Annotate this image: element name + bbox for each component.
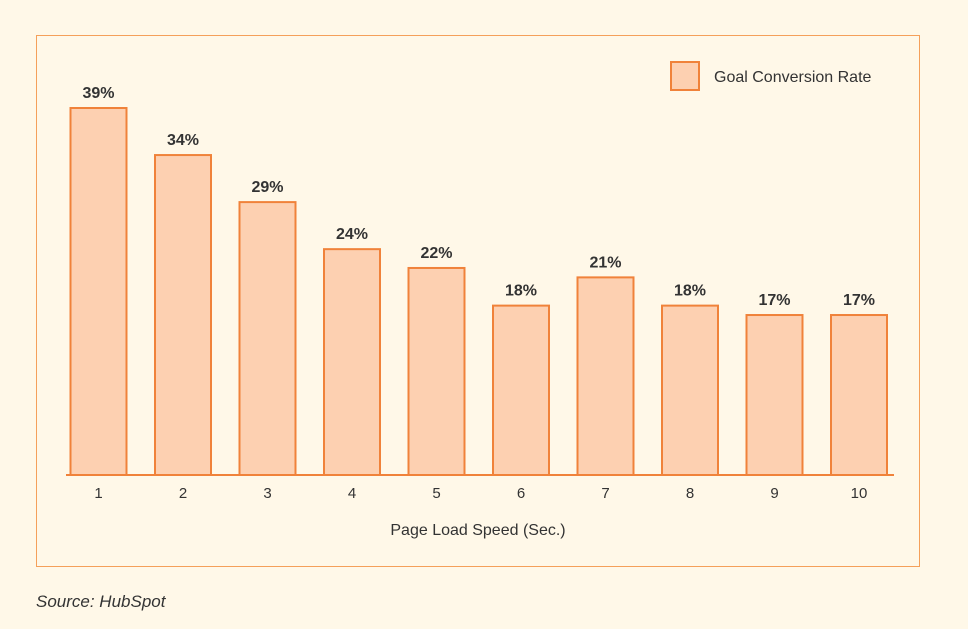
data-label: 17% [843,292,875,309]
legend-swatch [670,61,700,91]
bar [661,304,719,476]
x-tick-label: 6 [517,485,525,502]
x-tick-label: 4 [348,485,356,502]
bar [407,266,466,476]
data-label: 39% [82,85,114,102]
bar [238,201,297,476]
bar [69,107,128,476]
data-label: 34% [167,132,199,149]
bar [154,154,212,477]
x-tick-label: 9 [770,485,778,502]
data-label: 18% [674,283,706,300]
x-tick-label: 2 [179,485,187,502]
x-axis-label: Page Load Speed (Sec.) [390,522,565,539]
chart-frame [36,35,920,567]
data-label: 21% [589,254,621,271]
x-tick-label: 3 [263,485,271,502]
data-label: 29% [251,179,283,196]
data-label: 24% [336,226,368,243]
legend-label: Goal Conversion Rate [714,69,872,86]
x-tick-label: 10 [851,485,868,502]
x-tick-label: 7 [601,485,609,502]
data-label: 22% [420,245,452,262]
bar [830,314,888,476]
data-label: 18% [505,283,537,300]
x-tick-label: 5 [432,485,440,502]
x-tick-label: 1 [94,485,102,502]
bar [492,304,550,476]
source-note: Source: HubSpot [36,592,166,611]
bar [576,276,635,476]
x-tick-label: 8 [686,485,694,502]
data-label: 17% [758,292,790,309]
bar [323,248,381,476]
bar [745,314,804,476]
